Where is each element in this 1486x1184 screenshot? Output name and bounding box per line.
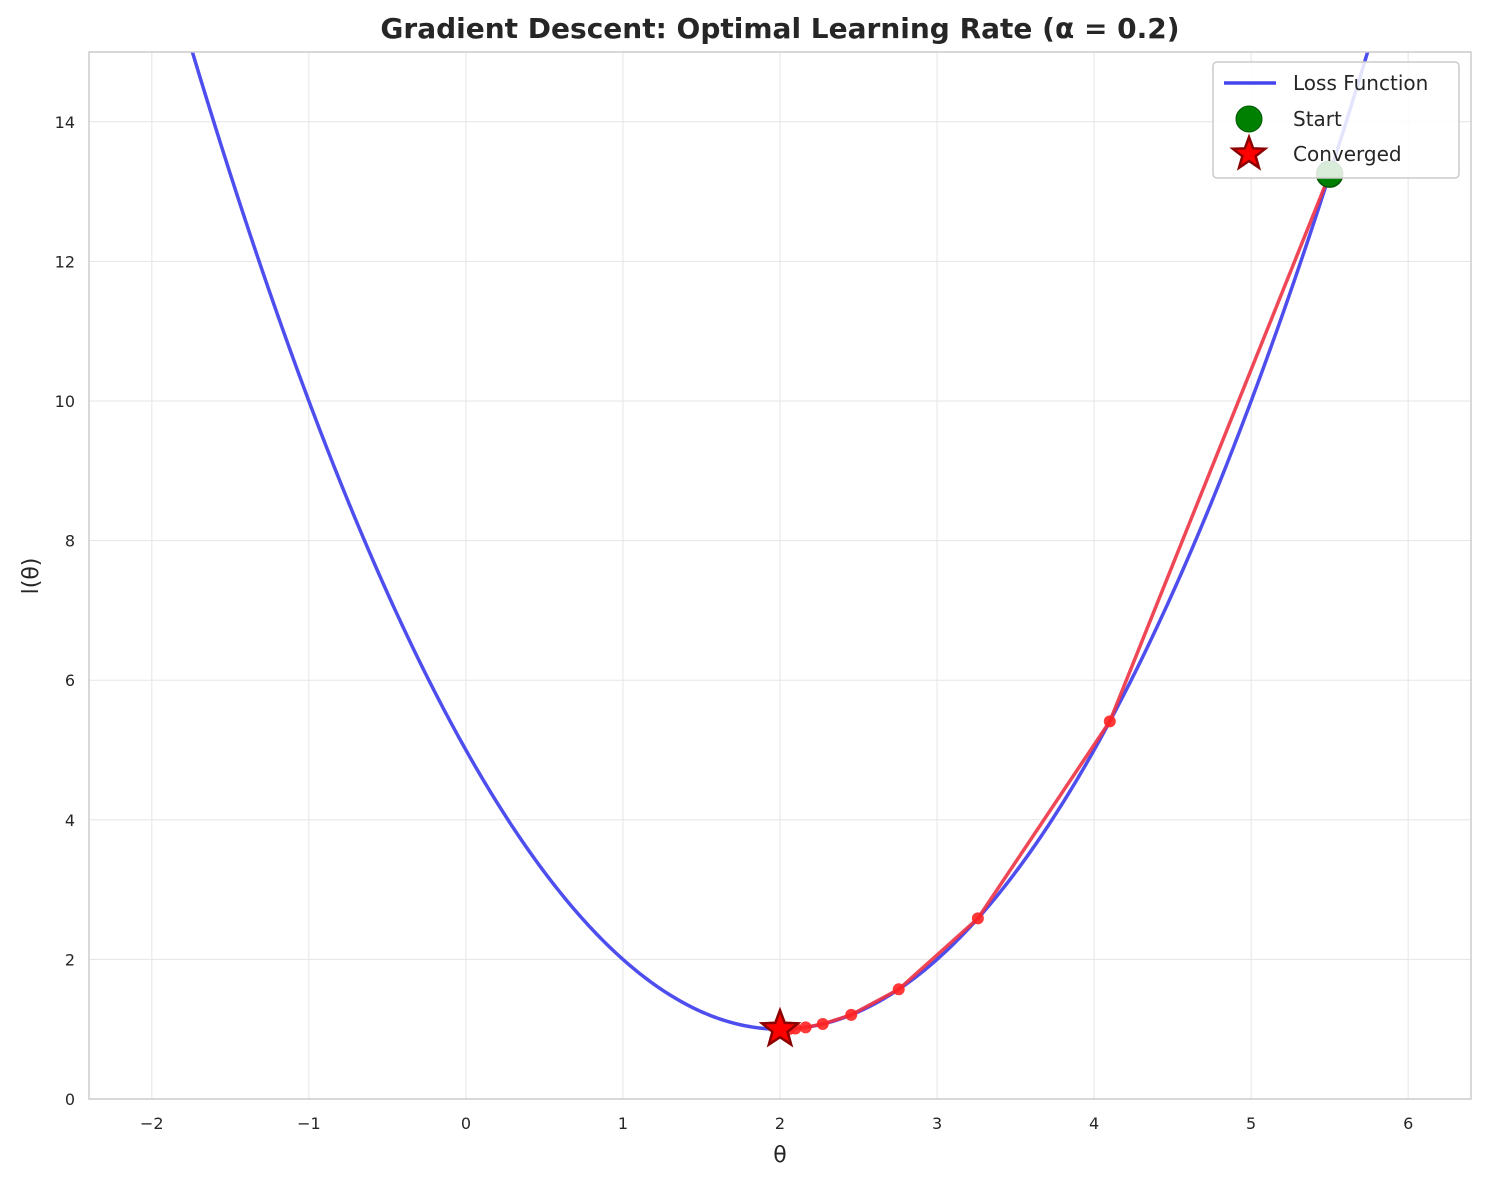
y-tick-label-12: 12 xyxy=(55,252,75,271)
x-tick-label-5: 5 xyxy=(1246,1114,1256,1133)
x-tick-label--1: −1 xyxy=(297,1114,321,1133)
converged-star xyxy=(758,1006,802,1048)
x-tick-label-6: 6 xyxy=(1403,1114,1413,1133)
y-tick-label-6: 6 xyxy=(65,671,75,690)
legend-box xyxy=(1212,61,1460,179)
descent-step-point xyxy=(971,912,984,925)
descent-step-point xyxy=(816,1018,829,1031)
legend-swatch-converged xyxy=(1229,133,1269,171)
plot-frame xyxy=(88,51,1472,1100)
chart-title: Gradient Descent: Optimal Learning Rate … xyxy=(380,12,1179,45)
y-tick-label-8: 8 xyxy=(65,532,75,551)
x-tick-label-2: 2 xyxy=(775,1114,785,1133)
descent-step-point xyxy=(892,983,905,996)
y-tick-labels: 0 2 4 6 8 10 12 14 xyxy=(55,113,75,1109)
y-tick-label-2: 2 xyxy=(65,950,75,969)
x-tick-label--2: −2 xyxy=(140,1114,164,1133)
x-tick-label-3: 3 xyxy=(932,1114,942,1133)
y-tick-label-4: 4 xyxy=(65,811,75,830)
legend-label-loss-function: Loss Function xyxy=(1293,71,1428,95)
descent-step-point xyxy=(845,1008,858,1021)
y-tick-label-10: 10 xyxy=(55,392,75,411)
legend: Loss Function Start Converged xyxy=(1212,61,1460,179)
y-tick-label-14: 14 xyxy=(55,113,75,132)
x-axis-label: θ xyxy=(773,1143,786,1168)
legend-swatch-start xyxy=(1235,105,1263,133)
x-tick-label-0: 0 xyxy=(461,1114,471,1133)
y-tick-label-0: 0 xyxy=(65,1090,75,1109)
x-tick-labels: −2 −1 0 1 2 3 4 5 6 xyxy=(140,1114,1413,1133)
legend-label-start: Start xyxy=(1293,107,1342,131)
descent-step-point xyxy=(799,1021,812,1034)
legend-label-converged: Converged xyxy=(1293,142,1402,166)
y-axis-label: l(θ) xyxy=(19,558,44,595)
descent-step-point xyxy=(1103,715,1116,728)
x-tick-label-1: 1 xyxy=(618,1114,628,1133)
x-tick-label-4: 4 xyxy=(1089,1114,1099,1133)
